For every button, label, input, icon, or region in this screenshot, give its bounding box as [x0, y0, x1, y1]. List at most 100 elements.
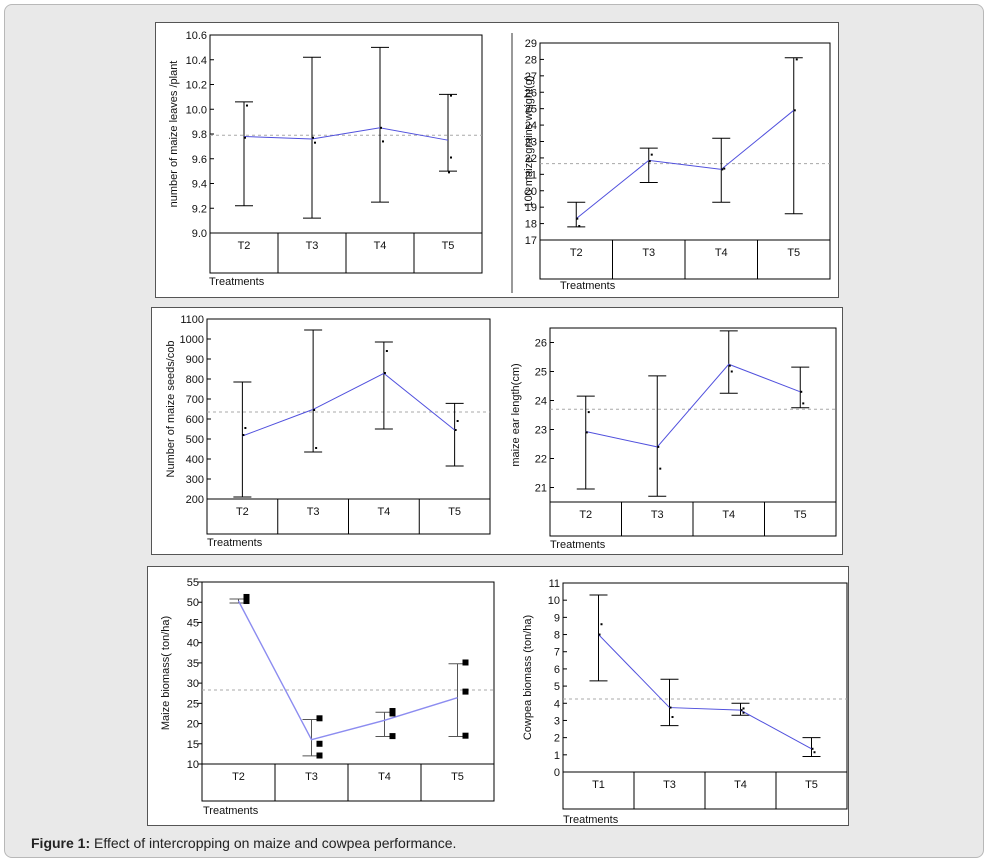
ear-mean-line	[585, 363, 801, 448]
grains-xlabel: Treatments	[560, 280, 616, 292]
figure-row-2: 200 300 400 500 600 700 800 900 1000 1100 Number o…	[151, 307, 843, 555]
ear-ytick-label: 24	[535, 396, 547, 408]
grains-ytick-label: 23	[525, 137, 537, 149]
cowpea_biomass-chart: 0 1 2 3 4 5 6 7 8 9 10 11 Cowpea biomass (ton/ha) T1 T…	[522, 578, 848, 825]
leaves-data-point	[450, 156, 452, 159]
figure-frame: 9.0 9.2 9.4 9.6 9.8 10.0 10.2 10.4 10.6 number of…	[4, 4, 984, 858]
cowpea_biomass-ytick-label: 9	[554, 612, 560, 624]
caption-label: Figure 1:	[31, 835, 91, 851]
cowpea_biomass-category-label: T1	[592, 779, 605, 791]
maize_biomass-ytick-label: 15	[187, 739, 199, 751]
cowpea_biomass-ytick-label: 7	[554, 647, 560, 659]
seeds-ytick-label: 1100	[180, 314, 204, 326]
maize_biomass-ytick-label: 45	[187, 617, 199, 629]
ear-data-point	[730, 370, 733, 373]
ear-data-point	[800, 390, 803, 393]
ear-category-label: T2	[579, 509, 592, 521]
cowpea_biomass-ytick-label: 1	[554, 750, 560, 762]
seeds-category-label: T5	[448, 506, 461, 518]
cowpea_biomass-data-point	[813, 751, 816, 754]
cowpea_biomass-ytick-label: 8	[554, 630, 560, 642]
seeds-ytick-label: 200	[186, 494, 204, 506]
cowpea_biomass-mean-line	[598, 634, 812, 750]
cowpea_biomass-ytick-label: 3	[554, 715, 560, 727]
maize_biomass-ytick-label: 55	[187, 577, 199, 589]
grains-ytick-label: 29	[525, 38, 537, 50]
ear-category-label: T5	[794, 509, 807, 521]
seeds-data-point	[456, 420, 459, 422]
grains-ytick-label: 21	[525, 169, 537, 181]
ear-xlabel: Treatments	[550, 539, 606, 551]
seeds-ytick-label: 500	[186, 434, 204, 446]
cowpea_biomass-ytick-label: 5	[554, 681, 560, 693]
maize_biomass-ytick-label: 20	[187, 719, 199, 731]
maize_biomass-data-point	[389, 708, 396, 715]
cowpea_biomass-data-point	[600, 623, 603, 626]
grains-ytick-label: 22	[525, 153, 537, 165]
grains-ytick-label: 19	[525, 202, 537, 214]
ear-data-point	[657, 445, 660, 448]
grains-data-point	[650, 153, 653, 156]
cowpea_biomass-ytick-label: 10	[548, 595, 560, 607]
cowpea_biomass-xlabel: Treatments	[563, 814, 619, 825]
grains-ytick-label: 27	[525, 71, 537, 83]
seeds-ytick-label: 900	[186, 354, 204, 366]
seeds-ytick-label: 1000	[180, 334, 204, 346]
seeds-ytick-label: 700	[186, 394, 204, 406]
grains-ytick-label: 26	[525, 87, 537, 99]
leaves-ytick-label: 10.2	[186, 80, 207, 92]
grains-data-point	[576, 217, 579, 220]
ear-category-label: T3	[651, 509, 664, 521]
maize_biomass-ytick-label: 30	[187, 678, 199, 690]
ear-data-point	[585, 431, 588, 434]
ear-ylabel: maize ear length(cm)	[510, 363, 522, 466]
ear-ytick-label: 21	[535, 483, 547, 495]
maize_biomass-ytick-label: 35	[187, 658, 199, 670]
leaves-xlabel: Treatments	[209, 276, 265, 288]
maize_biomass-chart: 10 15 20 25 30 35 40 45 50 55 Maize biomass( ton/h…	[160, 577, 495, 817]
seeds-data-point	[244, 427, 247, 429]
leaves-chart: 9.0 9.2 9.4 9.6 9.8 10.0 10.2 10.4 10.6 number of…	[168, 30, 483, 288]
maize_biomass-category-label: T2	[232, 771, 245, 783]
grains-ytick-label: 18	[525, 219, 537, 231]
cowpea_biomass-category-label: T4	[734, 779, 747, 791]
grains-data-point	[578, 225, 581, 228]
cowpea_biomass-ytick-label: 4	[554, 698, 560, 710]
leaves-data-point	[382, 140, 384, 143]
maize_biomass-data-point	[316, 752, 323, 759]
leaves-ytick-label: 9.0	[192, 228, 207, 240]
leaves-mean-line	[243, 127, 449, 141]
seeds-category-label: T4	[377, 506, 390, 518]
seeds-ytick-label: 600	[186, 414, 204, 426]
maize_biomass-data-point	[316, 715, 323, 722]
grains-ytick-label: 25	[525, 104, 537, 116]
ear-data-point	[587, 411, 590, 414]
leaves-category-label: T3	[306, 240, 319, 252]
seeds-ytick-label: 400	[186, 454, 204, 466]
seeds-data-point	[315, 447, 318, 449]
maize_biomass-ytick-label: 25	[187, 698, 199, 710]
figure-row-1: 9.0 9.2 9.4 9.6 9.8 10.0 10.2 10.4 10.6 number of…	[155, 22, 839, 298]
seeds-ytick-label: 300	[186, 474, 204, 486]
cowpea_biomass-data-point	[742, 711, 745, 714]
seeds-data-point	[385, 350, 388, 352]
grains-data-point	[723, 167, 726, 170]
maize_biomass-data-point	[243, 593, 250, 600]
caption-text: Effect of intercropping on maize and cow…	[94, 835, 457, 851]
seeds-category-label: T3	[307, 506, 320, 518]
row-1-svg: 9.0 9.2 9.4 9.6 9.8 10.0 10.2 10.4 10.6 number of…	[168, 30, 831, 293]
maize_biomass-data-point	[462, 732, 469, 739]
cowpea_biomass-data-point	[811, 747, 814, 750]
cowpea_biomass-data-point	[740, 709, 743, 712]
maize_biomass-data-point	[462, 688, 469, 695]
maize_biomass-data-point	[389, 733, 396, 740]
leaves-data-point	[314, 141, 316, 144]
grains-data-point	[721, 168, 724, 171]
leaves-ylabel: number of maize leaves /plant	[168, 61, 180, 208]
grains-data-point	[793, 109, 796, 112]
leaves-category-label: T2	[238, 240, 251, 252]
leaves-ytick-label: 9.4	[192, 179, 207, 191]
cowpea_biomass-data-point	[669, 706, 672, 709]
grains-data-point	[795, 58, 798, 61]
